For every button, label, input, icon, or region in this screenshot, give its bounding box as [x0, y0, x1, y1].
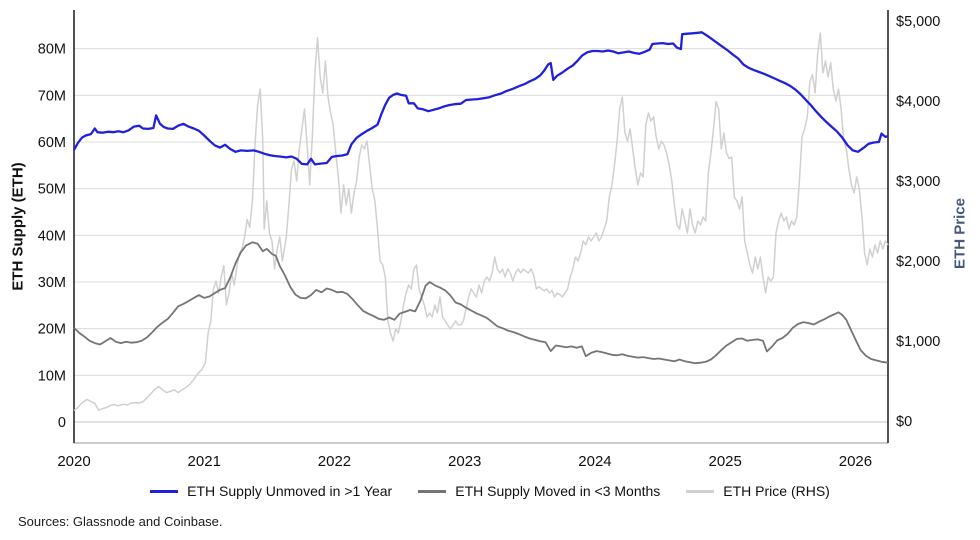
left-axis-tick-label: 60M [38, 135, 66, 151]
legend-label: ETH Supply Unmoved in >1 Year [187, 483, 393, 499]
legend-label: ETH Supply Moved in <3 Months [455, 483, 661, 499]
left-axis-tick-label: 0 [58, 415, 66, 431]
right-axis-tick-label: $5,000 [896, 14, 940, 30]
left-axis-tick-label: 30M [38, 275, 66, 291]
x-axis-tick-label: 2020 [57, 453, 90, 470]
line-swatch-icon [686, 489, 715, 493]
right-axis-tick-label: $4,000 [896, 94, 940, 110]
left-axis-title: ETH Supply (ETH) [9, 162, 27, 291]
left-axis-tick-label: 20M [38, 322, 66, 338]
series-line-right [73, 32, 889, 412]
left-axis-tick-label: 80M [38, 42, 66, 58]
legend-item-moved-supply: ETH Supply Moved in <3 Months [418, 483, 660, 499]
right-axis-title: ETH Price [951, 198, 969, 269]
line-chart-svg: 0 10M 20M 30M 40M 50M 60M 70M 80M $0 $1,000 $2,000 $… [38, 10, 940, 470]
x-axis-tick-label: 2026 [839, 453, 872, 470]
line-swatch-icon [150, 489, 179, 493]
legend-item-unmoved-supply: ETH Supply Unmoved in >1 Year [150, 483, 392, 499]
series-line-left [72, 31, 889, 166]
left-axis-tick-label: 50M [38, 182, 66, 198]
legend-label: ETH Price (RHS) [723, 483, 830, 499]
source-note: Sources: Glassnode and Coinbase. [18, 514, 223, 529]
x-axis-tick-label: 2023 [448, 453, 481, 470]
x-axis-tick-label: 2025 [709, 453, 742, 470]
line-swatch-icon [418, 489, 447, 493]
chart-area: 0 10M 20M 30M 40M 50M 60M 70M 80M $0 $1,000 $2,000 $… [9, 10, 969, 470]
x-axis-tick-label: 2024 [578, 453, 611, 470]
x-axis-tick-label: 2021 [188, 453, 221, 470]
left-axis-tick-label: 70M [38, 88, 66, 104]
right-axis-tick-label: $2,000 [896, 254, 940, 270]
right-axis-tick-label: $1,000 [896, 334, 940, 350]
right-axis-tick-label: $0 [896, 414, 912, 430]
right-axis-tick-label: $3,000 [896, 174, 940, 190]
left-axis-tick-label: 40M [38, 228, 66, 244]
legend-item-eth-price: ETH Price (RHS) [686, 483, 830, 499]
left-axis-tick-label: 10M [38, 368, 66, 384]
series-line-left [73, 241, 889, 365]
chart-legend: ETH Supply Unmoved in >1 Year ETH Supply… [0, 483, 980, 499]
x-axis-tick-label: 2022 [318, 453, 351, 470]
